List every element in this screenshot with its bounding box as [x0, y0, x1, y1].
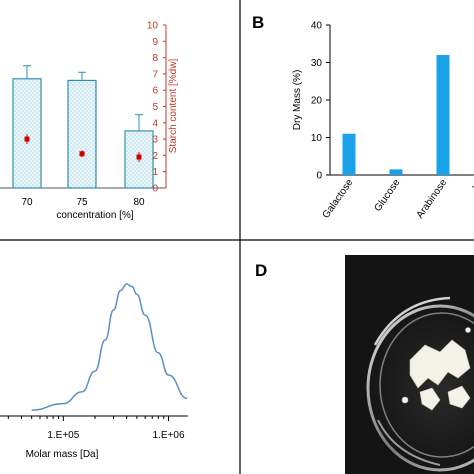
dish-highlight: [373, 296, 451, 346]
panel-a-starch-marker-80: [136, 154, 142, 160]
panel-b-bar-galactose: [342, 133, 356, 175]
panel-b-category-label: Glucose: [372, 177, 402, 214]
panel-a-right-tick-label: 4: [152, 118, 158, 129]
panel-a-x-axis-title: concentration [%]: [56, 210, 133, 221]
panel-a-right-tick-label: 10: [147, 21, 159, 32]
panel-a-right-tick-label: 8: [152, 53, 158, 64]
panel-b-y-tick-label: 40: [311, 21, 323, 32]
panel-a-right-tick-label: 9: [152, 37, 158, 48]
panel-a-right-axis-title: Starch content [%dw]: [168, 59, 179, 154]
panel-b-bar-arabinose: [436, 55, 450, 175]
panel-a-right-tick-label: 2: [152, 151, 158, 162]
panel-b-y-tick-label: 30: [311, 58, 323, 69]
panel-a-right-tick-label: 0: [152, 184, 158, 195]
petri-dish-photo: [345, 255, 474, 474]
panel-b-y-tick-label: 20: [311, 96, 323, 107]
panel-a-category-label: 75: [76, 197, 88, 208]
panel-c-x-tick-label: 1.E+05: [47, 430, 79, 441]
panel-b-category-label: Galactose: [321, 177, 356, 221]
panel-b-y-tick-label: 10: [311, 133, 323, 144]
panel-a-category-label: 80: [133, 197, 145, 208]
panel-a-right-tick-label: 5: [152, 102, 158, 113]
panel-b-bar-glucose: [389, 169, 403, 175]
panel-a-starch-marker-70: [24, 136, 30, 142]
panel-a-bar-70: [12, 78, 42, 189]
panel-d: D: [255, 255, 474, 474]
panel-c-x-tick-label: 1.E+06: [153, 430, 185, 441]
panel-c-x-axis-title: Molar mass [Da]: [26, 449, 99, 460]
panel-d-letter: D: [255, 261, 267, 280]
panel-a-right-tick-label: 7: [152, 69, 158, 80]
white-sample: [401, 327, 471, 411]
panel-a: 70 75 80 0 1 2 3 4 5 6 7 8 9 10 concentration [%] St…: [0, 21, 179, 221]
panel-b-y-axis-title: Dry Mass (%): [292, 70, 303, 131]
panel-b-category-label: Arabinose: [415, 177, 450, 221]
dish-inner-rim: [379, 312, 474, 458]
dish-highlight-lower: [377, 419, 441, 466]
panel-b-category-label: Xy: [471, 177, 474, 193]
panel-a-starch-marker-75: [79, 151, 85, 157]
panel-c-distribution-curve: [31, 283, 188, 411]
panel-b-letter: B: [252, 13, 264, 32]
panel-a-right-tick-label: 3: [152, 135, 158, 146]
panel-a-category-label: 70: [21, 197, 33, 208]
panel-b-y-tick-label: 0: [316, 171, 322, 182]
panel-a-right-tick-label: 6: [152, 86, 158, 97]
panel-c: 1.E+05 1.E+06 Molar mass [Da]: [0, 283, 188, 460]
panel-a-bar-75: [67, 79, 97, 189]
panel-a-right-tick-label: 1: [152, 167, 158, 178]
